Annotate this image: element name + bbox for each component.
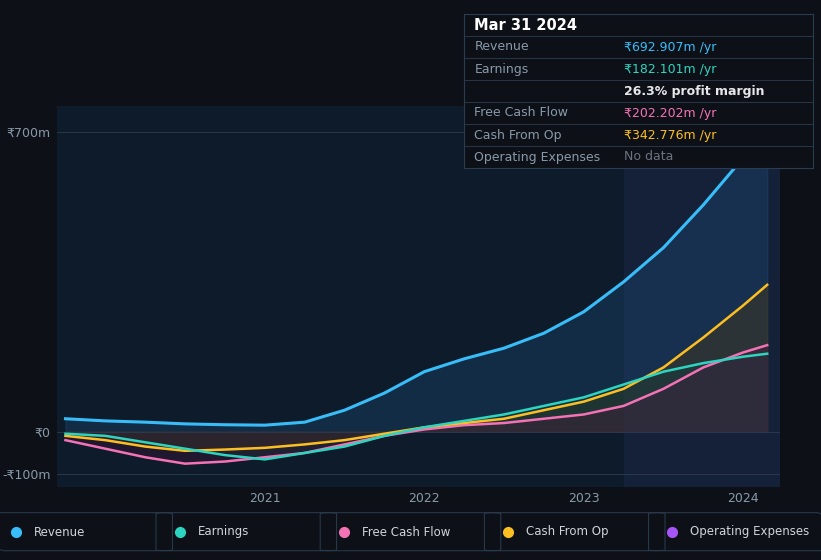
- Text: No data: No data: [624, 151, 674, 164]
- Text: 26.3% profit margin: 26.3% profit margin: [624, 85, 765, 97]
- Text: Cash From Op: Cash From Op: [526, 525, 608, 539]
- Text: ₹182.101m /yr: ₹182.101m /yr: [624, 63, 717, 76]
- Text: ₹342.776m /yr: ₹342.776m /yr: [624, 128, 717, 142]
- Bar: [624, 106, 783, 487]
- Text: Revenue: Revenue: [475, 40, 529, 54]
- Text: Mar 31 2024: Mar 31 2024: [475, 17, 577, 32]
- Text: Free Cash Flow: Free Cash Flow: [475, 106, 568, 119]
- Text: ₹202.202m /yr: ₹202.202m /yr: [624, 106, 717, 119]
- Text: Cash From Op: Cash From Op: [475, 128, 562, 142]
- Text: Operating Expenses: Operating Expenses: [475, 151, 600, 164]
- Text: Revenue: Revenue: [34, 525, 85, 539]
- Text: Operating Expenses: Operating Expenses: [690, 525, 810, 539]
- Text: ₹692.907m /yr: ₹692.907m /yr: [624, 40, 717, 54]
- Text: Earnings: Earnings: [198, 525, 250, 539]
- Text: Earnings: Earnings: [475, 63, 529, 76]
- Text: Free Cash Flow: Free Cash Flow: [362, 525, 451, 539]
